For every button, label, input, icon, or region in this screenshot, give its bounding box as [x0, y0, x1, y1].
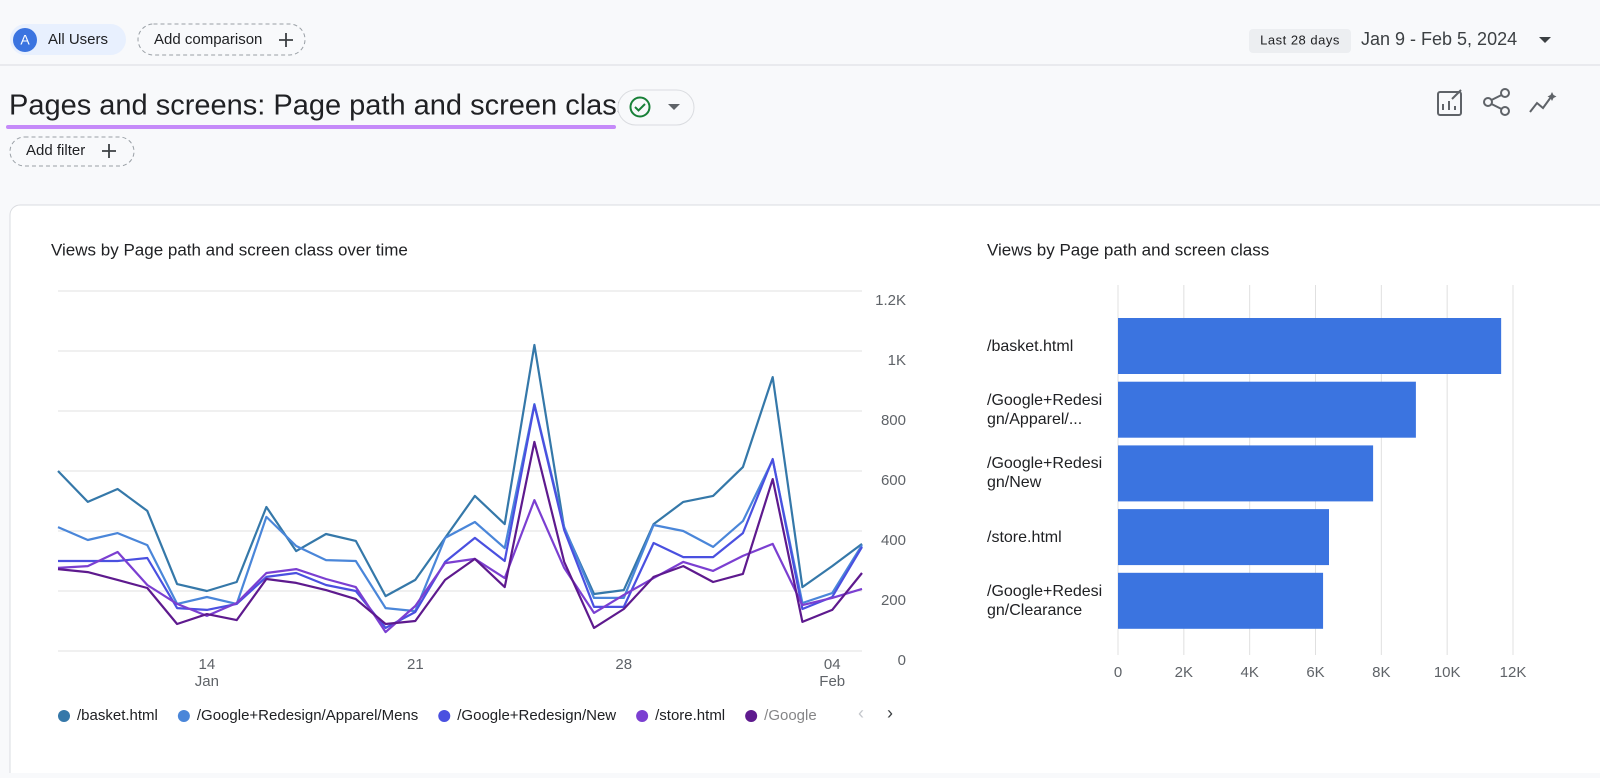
plus-icon [279, 33, 293, 47]
category-label-box: /basket.html [987, 318, 1115, 374]
share-icon-node [1501, 107, 1509, 115]
y-tick-label: 0 [898, 652, 906, 669]
x-tick-label: 12K [1500, 664, 1527, 681]
segment-label: All Users [48, 31, 108, 48]
add-comparison-label: Add comparison [154, 31, 262, 48]
legend-marker [438, 710, 450, 722]
share-icon-node [1484, 98, 1492, 106]
chart-title: Views by Page path and screen class [987, 240, 1269, 259]
bar [1118, 382, 1416, 438]
legend-marker [745, 710, 757, 722]
add-filter-label: Add filter [26, 142, 85, 159]
x-tick-label: 2K [1175, 664, 1193, 681]
category-label: /Google+Redesign/New [987, 454, 1111, 492]
share-icon[interactable] [1501, 89, 1509, 97]
report-title: Pages and screens: Page path and screen … [9, 90, 631, 122]
category-label: /basket.html [987, 337, 1111, 356]
category-label: /store.html [987, 528, 1111, 547]
legend-marker [178, 710, 190, 722]
category-label-wrap: /store.html [987, 509, 1115, 565]
bar [1118, 509, 1329, 565]
y-tick-label: 600 [881, 472, 906, 489]
legend-prev[interactable]: ‹ [858, 703, 864, 723]
legend-label: /Google+Redesign/Apparel/Mens [197, 707, 418, 724]
x-tick-label: 8K [1372, 664, 1390, 681]
legend-marker [58, 710, 70, 722]
x-tick-label: 14 [199, 656, 216, 673]
date-dropdown[interactable] [1539, 37, 1551, 43]
legend-label: /Google [764, 707, 817, 724]
category-label-box: /Google+Redesign/New [987, 445, 1115, 501]
x-tick-label: 21 [407, 656, 424, 673]
category-label-wrap: /Google+Redesign/Clearance [987, 573, 1115, 629]
toolbar-icons [1438, 89, 1557, 115]
y-tick-label: 200 [881, 592, 906, 609]
x-tick-label: 0 [1114, 664, 1122, 681]
bar [1118, 445, 1373, 501]
category-label-wrap: /Google+Redesign/New [987, 445, 1115, 501]
x-tick-sublabel: Jan [195, 673, 219, 690]
category-label-box: /Google+Redesign/Apparel/... [987, 382, 1115, 438]
insights-icon[interactable] [1530, 97, 1551, 112]
category-label: /Google+Redesign/Clearance [987, 582, 1111, 620]
category-label-wrap: /basket.html [987, 318, 1115, 374]
x-tick-label: 04 [824, 656, 841, 673]
legend-next[interactable]: › [887, 703, 893, 723]
legend-marker [636, 710, 648, 722]
legend-label: /basket.html [77, 707, 158, 724]
x-tick-label: 28 [615, 656, 632, 673]
y-tick-label: 800 [881, 412, 906, 429]
date-preset: Last 28 days [1260, 32, 1340, 47]
y-tick-label: 1K [888, 352, 906, 369]
legend-label: /store.html [655, 707, 725, 724]
category-label-box: /Google+Redesign/Clearance [987, 573, 1115, 629]
bar [1118, 318, 1501, 374]
x-tick-label: 6K [1306, 664, 1324, 681]
category-label-wrap: /Google+Redesign/Apparel/... [987, 382, 1115, 438]
title-status-chip[interactable] [618, 90, 694, 125]
y-tick-label: 400 [881, 532, 906, 549]
y-tick-label: 1.2K [875, 292, 906, 309]
bar [1118, 573, 1323, 629]
date-range[interactable]: Jan 9 - Feb 5, 2024 [1361, 29, 1517, 49]
legend-label: /Google+Redesign/New [457, 707, 616, 724]
x-tick-label: 10K [1434, 664, 1461, 681]
segment-badge: A [20, 32, 30, 48]
x-tick-sublabel: Feb [819, 673, 845, 690]
category-label: /Google+Redesign/Apparel/... [987, 391, 1111, 429]
category-label-box: /store.html [987, 509, 1115, 565]
chart-title: Views by Page path and screen class over… [51, 240, 408, 259]
x-tick-label: 4K [1240, 664, 1258, 681]
plus-icon [102, 144, 116, 158]
